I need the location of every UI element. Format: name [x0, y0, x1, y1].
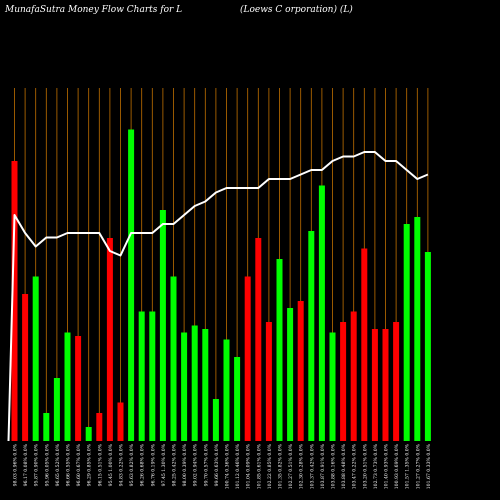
x-tick-label: 95.45 1.00% 0.0%: [108, 443, 114, 486]
money-flow-bar: [371, 329, 378, 441]
x-tick-label: 96.17 0.08% 0.0%: [23, 443, 29, 486]
money-flow-bar: [276, 259, 283, 441]
x-tick-label: 100.74 0.36% 0.0%: [225, 443, 231, 489]
x-tick-label: 101.12 0.46% 0.0%: [235, 443, 241, 489]
money-flow-bar: [64, 332, 71, 441]
money-flow-bar: [106, 238, 113, 441]
x-tick-label: 101.35 0.82% 0.0%: [278, 443, 284, 489]
money-flow-bar: [202, 329, 209, 441]
x-tick-label: 100.93 0.69% 0.0%: [394, 443, 400, 489]
x-tick-label: 98.00 0.39% 0.0%: [182, 443, 188, 486]
money-flow-bar: [223, 339, 230, 441]
x-tick-label: 95.63 0.82% 0.0%: [129, 443, 135, 486]
x-tick-label: 101.85 0.61% 0.0%: [256, 443, 262, 489]
money-flow-bar: [128, 129, 135, 441]
money-flow-bar: [340, 322, 347, 441]
money-flow-bar: [22, 294, 29, 441]
money-flow-bar: [159, 210, 166, 441]
x-tick-label: 99.02 0.94% 0.0%: [193, 443, 199, 486]
x-tick-label: 102.27 0.51% 0.0%: [288, 443, 294, 489]
money-flow-bar: [212, 399, 219, 441]
money-flow-bar: [382, 329, 389, 441]
x-tick-label: 103.88 0.48% 0.0%: [341, 443, 347, 489]
money-flow-bar: [403, 224, 410, 441]
money-flow-bar: [96, 413, 103, 441]
x-tick-label: 103.88 0.16% 0.0%: [331, 443, 337, 489]
x-tick-label: 99.70 0.57% 0.0%: [203, 443, 209, 486]
money-flow-bar: [393, 322, 400, 441]
money-flow-bar: [287, 308, 294, 441]
chart-title: MunafaSutra Money Flow Charts for L: [5, 5, 183, 15]
money-flow-bar: [149, 311, 156, 441]
money-flow-bar: [191, 325, 198, 441]
x-tick-label: 95.96 0.05% 0.0%: [44, 443, 50, 486]
x-tick-label: 102.30 0.28% 0.0%: [299, 443, 305, 489]
x-tick-label: 96.60 0.67% 0.0%: [76, 443, 82, 486]
x-tick-label: 103.37 0.42% 0.0%: [309, 443, 315, 489]
price-line: [7, 151, 429, 442]
money-flow-bar: [255, 238, 262, 441]
money-flow-bar: [361, 248, 368, 441]
x-tick-label: 103.87 0.91% 0.0%: [320, 443, 326, 489]
x-tick-label: 98.03 0.96% 0.0%: [13, 443, 19, 486]
x-tick-label: 103.20 0.51% 0.0%: [362, 443, 368, 489]
x-tick-label: 98.25 0.42% 0.0%: [172, 443, 178, 486]
x-tick-label: 96.66 0.55% 0.0%: [66, 443, 72, 486]
x-tick-label: 99.66 0.63% 0.0%: [214, 443, 220, 486]
money-flow-bar: [181, 332, 188, 441]
x-tick-label: 101.40 0.93% 0.0%: [384, 443, 390, 489]
x-tick-label: 101.27 0.27% 0.0%: [415, 443, 421, 489]
x-tick-label: 101.67 0.33% 0.0%: [426, 443, 432, 489]
chart-subtitle: (Loews C orporation) (L): [240, 5, 353, 15]
x-tick-label: 97.45 1.30% 0.0%: [161, 443, 167, 486]
x-tick-label: 96.15 0.51% 0.0%: [97, 443, 103, 486]
money-flow-bar: [414, 217, 421, 441]
money-flow-bar: [138, 311, 145, 441]
x-tick-label: 94.83 0.22% 0.0%: [119, 443, 125, 486]
x-tick-label: 96.26 0.68% 0.0%: [140, 443, 146, 486]
money-flow-bar: [117, 402, 124, 441]
money-flow-bar: [11, 161, 18, 441]
money-flow-bar: [318, 185, 325, 441]
money-flow-bar: [234, 357, 241, 441]
x-tick-label: 96.65 0.52% 0.0%: [55, 443, 61, 486]
x-tick-label: 102.73 0.73% 0.0%: [373, 443, 379, 489]
money-flow-bar: [85, 427, 92, 441]
money-flow-bar: [53, 378, 60, 441]
x-tick-label: 96.76 0.19% 0.0%: [150, 443, 156, 486]
money-flow-bar: [308, 231, 315, 441]
x-tick-label: 101.04 0.09% 0.0%: [246, 443, 252, 489]
x-tick-label: 102.22 0.85% 0.0%: [267, 443, 273, 489]
x-tick-label: 101.57 1.35% 0.0%: [405, 443, 411, 489]
money-flow-bar: [329, 332, 336, 441]
money-flow-bar: [350, 311, 357, 441]
money-flow-bar: [265, 322, 272, 441]
money-flow-bar: [75, 336, 82, 441]
x-tick-label: 95.87 0.90% 0.0%: [34, 443, 40, 486]
money-flow-bar: [170, 276, 177, 441]
money-flow-bar: [244, 276, 251, 441]
money-flow-bar: [297, 301, 304, 441]
x-tick-label: 96.29 0.85% 0.0%: [87, 443, 93, 486]
x-tick-label: 103.47 0.22% 0.0%: [352, 443, 358, 489]
money-flow-bar: [424, 252, 431, 441]
money-flow-bar: [32, 276, 39, 441]
money-flow-bar: [43, 413, 50, 441]
